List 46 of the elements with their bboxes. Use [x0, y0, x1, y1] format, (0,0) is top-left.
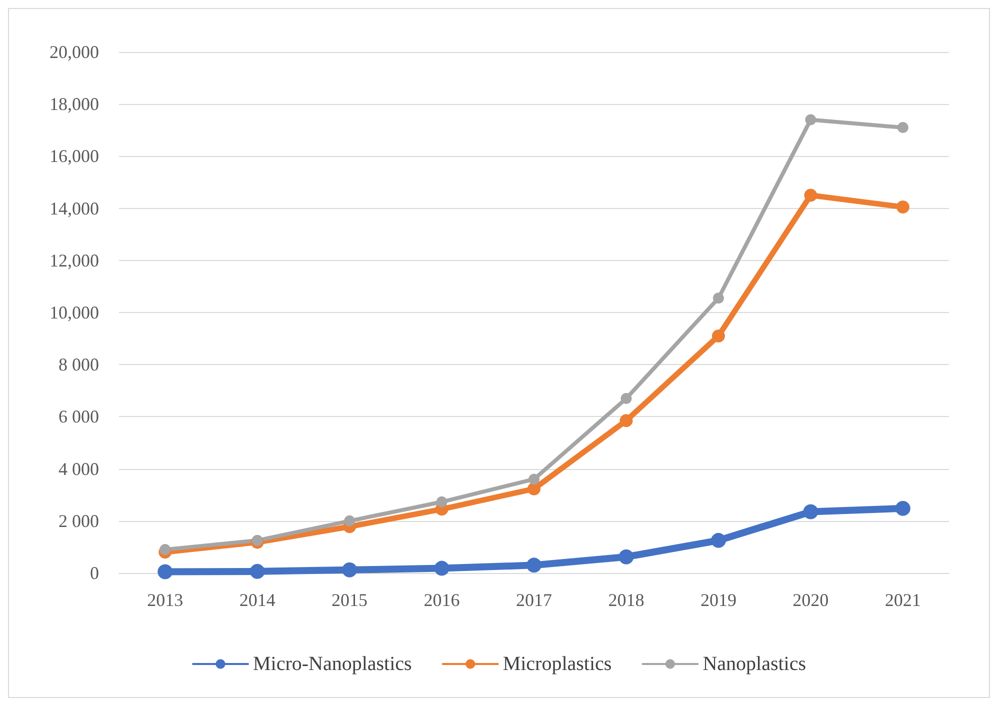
point: [618, 549, 634, 564]
point: [804, 188, 818, 202]
legend-label: Micro-Nanoplastics: [252, 653, 412, 675]
point: [252, 534, 263, 546]
y-tick-label: 18,000: [50, 94, 99, 114]
x-tick-label: 2019: [700, 590, 736, 610]
point: [158, 564, 173, 580]
y-tick-label: 6 000: [58, 406, 99, 427]
point: [250, 564, 265, 579]
point: [434, 560, 450, 576]
point: [712, 292, 724, 304]
x-tick-label: 2016: [424, 590, 460, 610]
point: [620, 392, 632, 404]
point: [160, 544, 171, 556]
point: [620, 414, 633, 428]
point: [895, 500, 910, 516]
x-tick-label: 2020: [792, 590, 829, 610]
legend-label: Microplastics: [502, 653, 612, 675]
point: [805, 114, 816, 126]
point: [344, 515, 356, 526]
y-tick-label: 8 000: [58, 354, 99, 375]
y-tick-label: 0: [90, 563, 99, 583]
y-tick-label: 4 000: [58, 458, 99, 479]
point: [526, 558, 542, 573]
point: [528, 474, 540, 485]
point: [803, 504, 818, 520]
point: [712, 329, 725, 342]
point: [897, 122, 908, 134]
point: [436, 496, 448, 508]
point: [896, 200, 910, 214]
point: [710, 532, 726, 548]
y-tick-label: 14,000: [50, 198, 99, 218]
y-tick-label: 10,000: [50, 302, 99, 322]
x-tick-label: 2015: [332, 590, 368, 610]
x-tick-label: 2013: [147, 590, 184, 610]
x-tick-label: 2014: [239, 590, 276, 610]
y-tick-label: 2 000: [58, 510, 99, 531]
y-tick-label: 20,000: [50, 42, 99, 62]
x-tick-label: 2017: [516, 590, 552, 610]
point: [342, 562, 358, 578]
y-tick-label: 16,000: [50, 146, 99, 166]
legend-label: Nanoplastics: [702, 653, 806, 675]
y-tick-label: 12,000: [50, 250, 99, 270]
x-tick-label: 2021: [884, 590, 921, 610]
x-tick-label: 2018: [608, 590, 644, 610]
point: [528, 482, 540, 496]
